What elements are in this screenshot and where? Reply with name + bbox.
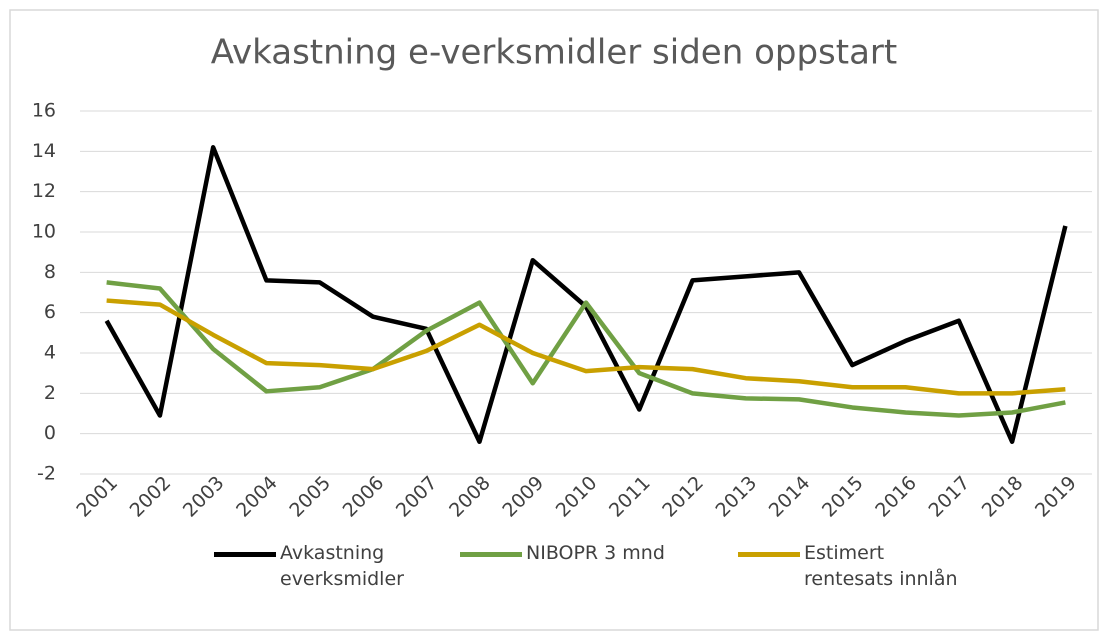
legend-item: NIBOPR 3 mnd (460, 540, 691, 566)
y-tick-label: 2 (44, 382, 56, 404)
legend-swatch (460, 552, 522, 557)
legend-item: Avkastning everksmidler (214, 540, 445, 592)
legend-label: Estimert rentesats innlån (804, 542, 958, 590)
y-tick-label: 16 (32, 100, 56, 122)
series-line (106, 280, 1066, 418)
y-tick-label: 0 (44, 422, 56, 444)
y-tick-label: 8 (44, 261, 56, 283)
y-tick-label: 12 (32, 180, 56, 202)
chart-frame (9, 9, 1099, 631)
legend-swatch (738, 552, 800, 557)
chart-title: Avkastning e-verksmidler siden oppstart (211, 33, 897, 73)
legend-label: NIBOPR 3 mnd (526, 542, 665, 564)
y-tick-label: 4 (44, 342, 56, 364)
legend-label: Avkastning everksmidler (280, 542, 404, 590)
legend-item: Estimert rentesats innlån (738, 540, 969, 592)
legend-swatch (214, 552, 276, 557)
y-tick-label: 10 (32, 221, 56, 243)
series-line (106, 298, 1066, 396)
y-tick-label: 14 (32, 140, 56, 162)
y-tick-label: -2 (37, 463, 56, 485)
y-tick-label: 6 (44, 301, 56, 323)
